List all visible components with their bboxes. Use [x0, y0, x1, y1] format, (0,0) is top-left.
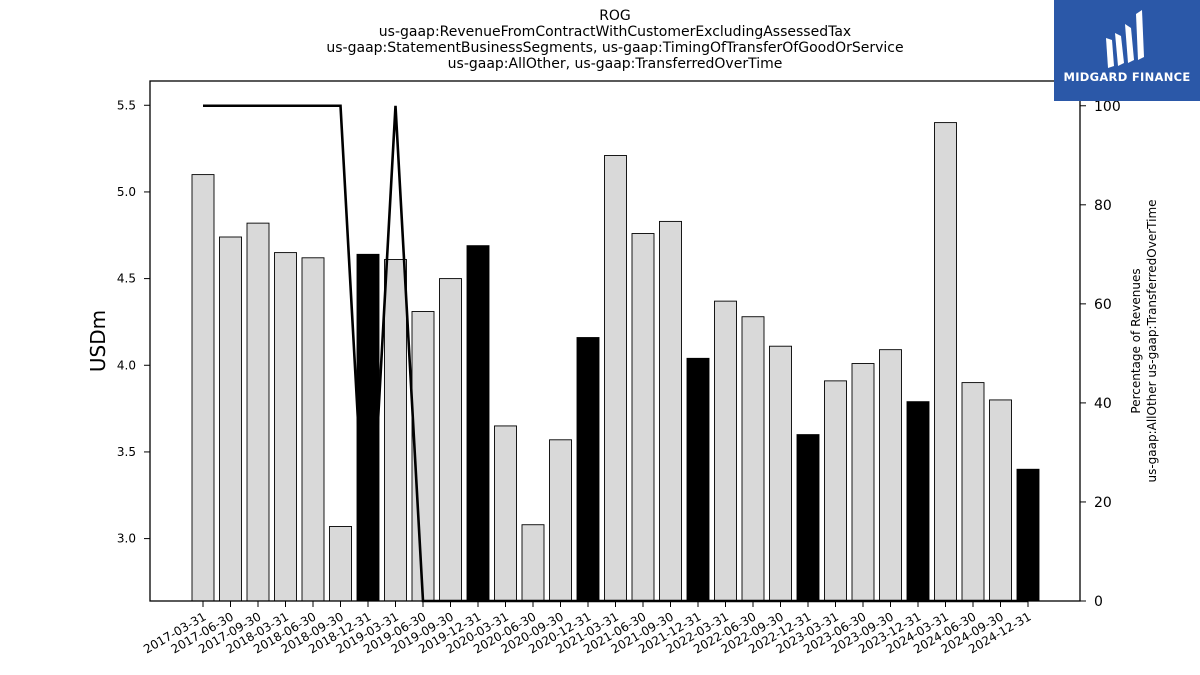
bar: [439, 278, 462, 602]
left-y-tick-label: 3.0: [117, 532, 136, 546]
bar: [989, 399, 1012, 602]
bar: [549, 439, 572, 602]
bar: [604, 155, 627, 602]
midgard-finance-logo: MIDGARD FINANCE: [1054, 0, 1200, 101]
bar: [521, 524, 545, 602]
left-y-tick-label: 4.5: [117, 272, 136, 286]
bar: [494, 425, 517, 602]
bar: [329, 526, 352, 602]
bar: [851, 363, 875, 602]
bar: [246, 222, 270, 602]
chart-title-line: us-gaap:RevenueFromContractWithCustomerE…: [379, 24, 851, 40]
bar: [769, 345, 792, 602]
left-y-axis-label: USDm: [86, 310, 110, 372]
x-axis: 2017-03-312017-06-302017-09-302018-03-31…: [141, 601, 1034, 656]
bar: [714, 300, 737, 602]
chart-title: ROGus-gaap:RevenueFromContractWithCustom…: [326, 8, 903, 72]
right-y-axis-label: Percentage of Revenues us-gaap:AllOther u…: [1129, 199, 1159, 482]
bar: [934, 122, 957, 602]
chart-title-line: ROG: [599, 8, 631, 24]
right-y-axis-label-line: Percentage of Revenues: [1129, 268, 1143, 413]
bar-series: [191, 122, 1040, 602]
bar: [219, 236, 242, 602]
bar: [356, 253, 380, 602]
left-y-tick-label: 5.5: [117, 98, 136, 112]
bar: [191, 174, 215, 602]
left-y-tick-label: 4.0: [117, 358, 136, 372]
chart-title-line: us-gaap:StatementBusinessSegments, us-ga…: [326, 40, 903, 56]
right-y-tick-label: 60: [1094, 297, 1112, 313]
bar: [631, 233, 655, 602]
left-y-tick-label: 5.0: [117, 185, 136, 199]
bar: [274, 252, 297, 602]
right-y-tick-label: 100: [1094, 99, 1121, 115]
right-y-tick-label: 80: [1094, 198, 1112, 214]
right-y-axis-label-line: us-gaap:AllOther us-gaap:TransferredOver…: [1145, 199, 1159, 482]
bar: [686, 357, 710, 602]
right-y-tick-label: 40: [1094, 396, 1112, 412]
right-y-tick-label: 0: [1094, 594, 1103, 610]
logo-mark-icon: [1106, 10, 1144, 68]
bar: [906, 401, 930, 602]
bar: [961, 382, 985, 602]
bar: [384, 259, 407, 602]
bar: [879, 349, 902, 602]
bar: [796, 434, 820, 602]
bar: [824, 380, 847, 602]
right-y-tick-label: 20: [1094, 495, 1112, 511]
bar: [576, 337, 600, 602]
bar: [741, 316, 765, 602]
left-y-axis: 3.0 3.5 4.0 4.5 5.0 5.5: [117, 98, 150, 546]
bar: [466, 245, 490, 602]
bar: [301, 257, 325, 602]
bar: [659, 220, 682, 602]
logo-text: MIDGARD FINANCE: [1063, 70, 1191, 84]
right-y-axis: 0 20 40 60 80 100: [1080, 99, 1121, 610]
left-y-tick-label: 3.5: [117, 445, 136, 459]
chart-title-line: us-gaap:AllOther, us-gaap:TransferredOve…: [448, 56, 783, 72]
bar: [1016, 468, 1040, 602]
